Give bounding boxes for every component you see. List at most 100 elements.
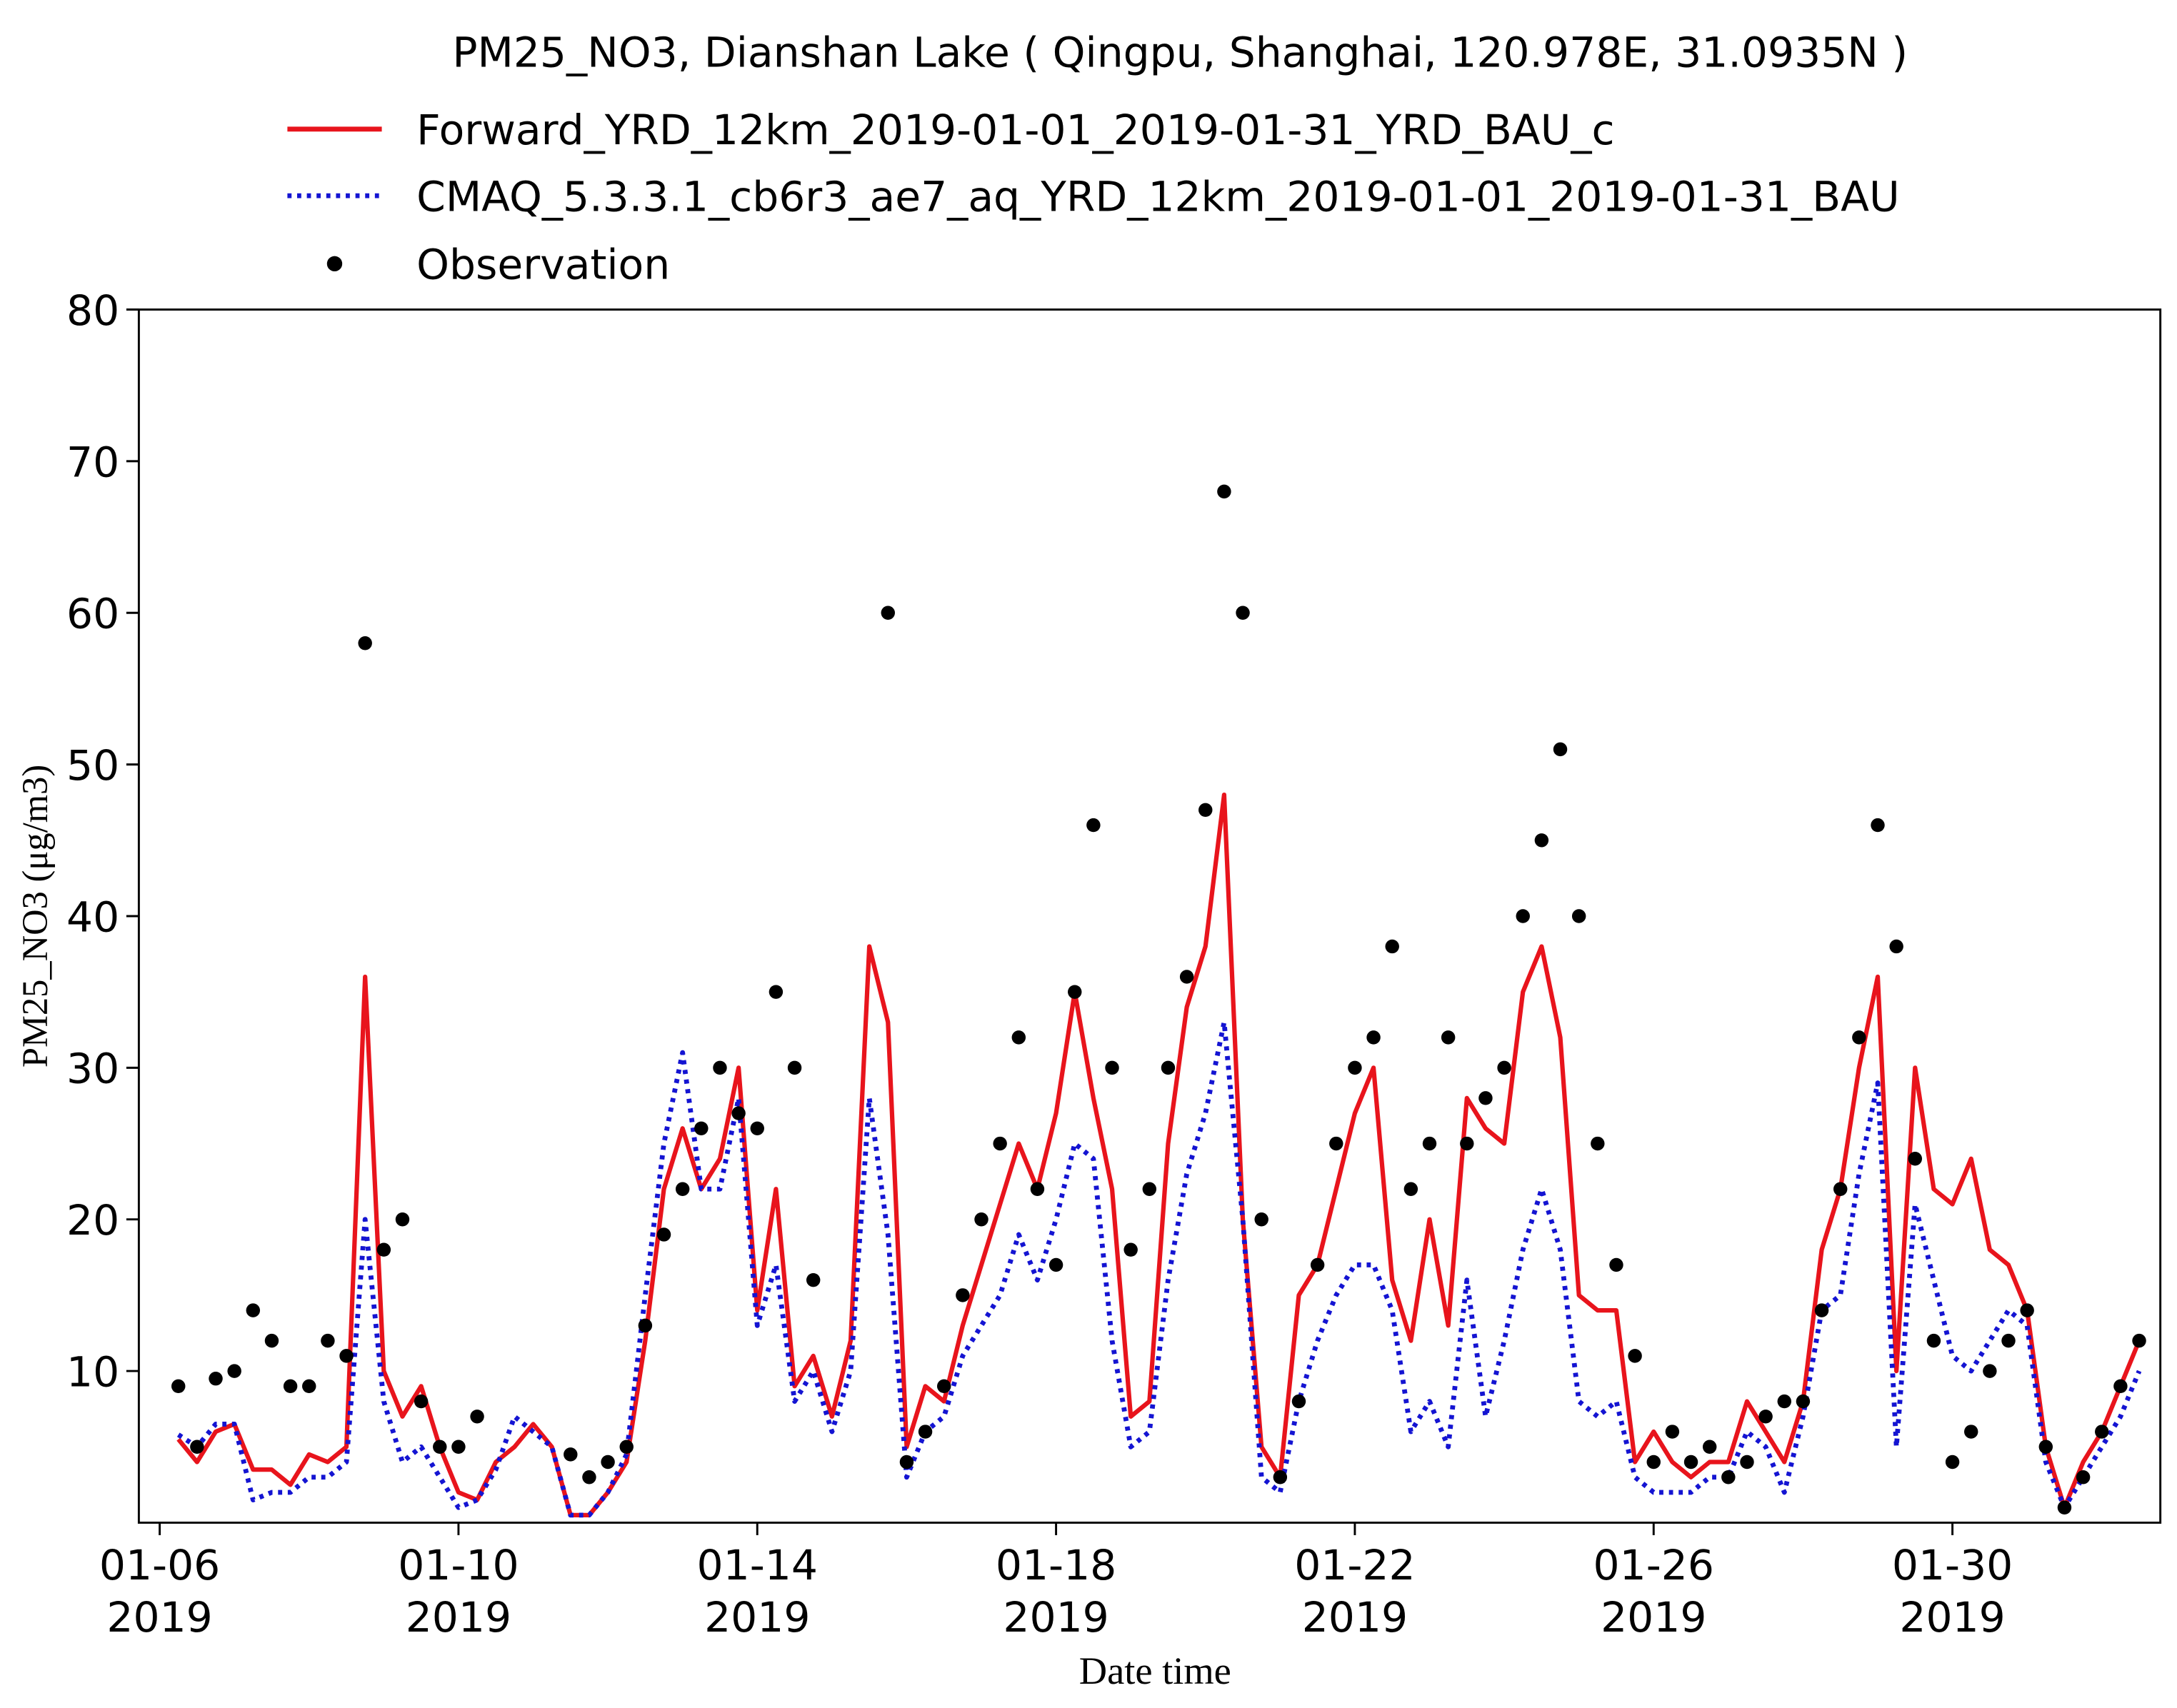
observation-point — [1478, 1091, 1493, 1105]
observation-point — [582, 1470, 596, 1485]
observation-point — [358, 636, 372, 650]
observation-point — [675, 1182, 690, 1196]
observation-point — [1161, 1060, 1176, 1075]
observation-point — [993, 1136, 1007, 1151]
observation-point — [1814, 1303, 1829, 1317]
observation-point — [1945, 1455, 1960, 1470]
y-tick-label: 70 — [66, 438, 119, 486]
observation-point — [2095, 1425, 2109, 1439]
observation-point — [1068, 985, 1082, 999]
observation-point — [433, 1440, 447, 1454]
observation-point — [2020, 1303, 2034, 1317]
observation-point — [395, 1212, 410, 1227]
observation-point — [227, 1364, 241, 1378]
x-tick-label: 01-06 2019 — [99, 1541, 220, 1642]
observation-point — [1833, 1182, 1848, 1196]
observation-point — [601, 1455, 615, 1470]
observation-point — [451, 1440, 466, 1454]
observation-point — [1049, 1257, 1064, 1272]
observation-point — [2001, 1333, 2016, 1348]
observation-point — [1366, 1030, 1381, 1045]
observation-point — [376, 1242, 391, 1257]
observation-point — [918, 1425, 933, 1439]
observation-point — [1964, 1425, 1978, 1439]
observation-point — [1422, 1136, 1437, 1151]
observation-point — [936, 1379, 951, 1394]
observation-point — [1908, 1152, 1923, 1166]
observation-point — [1385, 939, 1399, 954]
x-axis-label: Date time — [1079, 1649, 1231, 1692]
observation-point — [1591, 1136, 1605, 1151]
observation-point — [1852, 1030, 1866, 1045]
observation-point — [1628, 1349, 1642, 1363]
observation-point — [1665, 1425, 1680, 1439]
observation-point — [731, 1106, 746, 1120]
observation-point — [1123, 1242, 1138, 1257]
observation-point — [414, 1394, 429, 1409]
observation-point — [1721, 1470, 1736, 1485]
observation-point — [1329, 1136, 1343, 1151]
x-tick-label: 01-18 2019 — [996, 1541, 1116, 1642]
observation-point — [470, 1410, 484, 1424]
y-tick-label: 80 — [66, 286, 119, 335]
observation-point — [750, 1121, 764, 1136]
observation-point — [321, 1333, 335, 1348]
observation-point — [1030, 1182, 1045, 1196]
observation-point — [806, 1272, 821, 1287]
observation-point — [564, 1447, 578, 1462]
y-tick-label: 10 — [66, 1347, 119, 1396]
observation-point — [1758, 1410, 1773, 1424]
plot-frame — [137, 308, 2162, 1524]
observation-point — [1011, 1030, 1026, 1045]
chart-title: PM25_NO3, Dianshan Lake ( Qingpu, Shangh… — [452, 28, 1908, 76]
observation-point — [1441, 1030, 1456, 1045]
observation-point — [1702, 1440, 1717, 1454]
observation-point — [1796, 1394, 1811, 1409]
observation-point — [1871, 818, 1885, 833]
x-tick-label: 01-10 2019 — [398, 1541, 519, 1642]
observation-point — [1236, 606, 1250, 620]
y-tick-label: 30 — [66, 1045, 119, 1093]
y-axis-label: PM25_NO3 (μg/m3) — [15, 765, 55, 1068]
x-tick-label: 01-30 2019 — [1892, 1541, 2013, 1642]
observation-point — [881, 606, 895, 620]
observation-point — [1553, 742, 1568, 757]
observation-point — [1777, 1394, 1791, 1409]
observation-point — [1460, 1136, 1474, 1151]
series-line — [176, 792, 2141, 1517]
observation-point — [2113, 1379, 2128, 1394]
observation-point — [2057, 1500, 2072, 1514]
observation-point — [1403, 1182, 1418, 1196]
observation-point — [1254, 1212, 1268, 1227]
y-tick-label: 20 — [66, 1196, 119, 1245]
observation-point — [1571, 909, 1586, 923]
observation-point — [2038, 1440, 2053, 1454]
observation-point — [1086, 818, 1101, 833]
observation-point — [713, 1060, 727, 1075]
observation-point — [246, 1303, 261, 1317]
observation-point — [2132, 1333, 2146, 1348]
observation-point — [264, 1333, 279, 1348]
observation-point — [619, 1440, 634, 1454]
observation-point — [694, 1121, 709, 1136]
observation-point — [1516, 909, 1530, 923]
observation-point — [1179, 970, 1194, 984]
observation-point — [2076, 1470, 2091, 1485]
observation-point — [1534, 833, 1549, 848]
observation-point — [638, 1318, 653, 1333]
legend-marker — [326, 256, 343, 272]
observation-point — [1291, 1394, 1306, 1409]
observation-point — [302, 1379, 316, 1394]
y-tick-label: 50 — [66, 741, 119, 790]
observation-point — [974, 1212, 989, 1227]
y-tick-label: 40 — [66, 893, 119, 941]
legend-label: Forward_YRD_12km_2019-01-01_2019-01-31_Y… — [416, 106, 1614, 154]
observation-point — [956, 1288, 970, 1302]
observation-point — [190, 1440, 204, 1454]
legend-label: Observation — [416, 241, 670, 289]
observation-point — [656, 1227, 671, 1242]
observation-point — [1273, 1470, 1288, 1485]
legend-label: CMAQ_5.3.3.1_cb6r3_ae7_aq_YRD_12km_2019-… — [416, 172, 1900, 221]
